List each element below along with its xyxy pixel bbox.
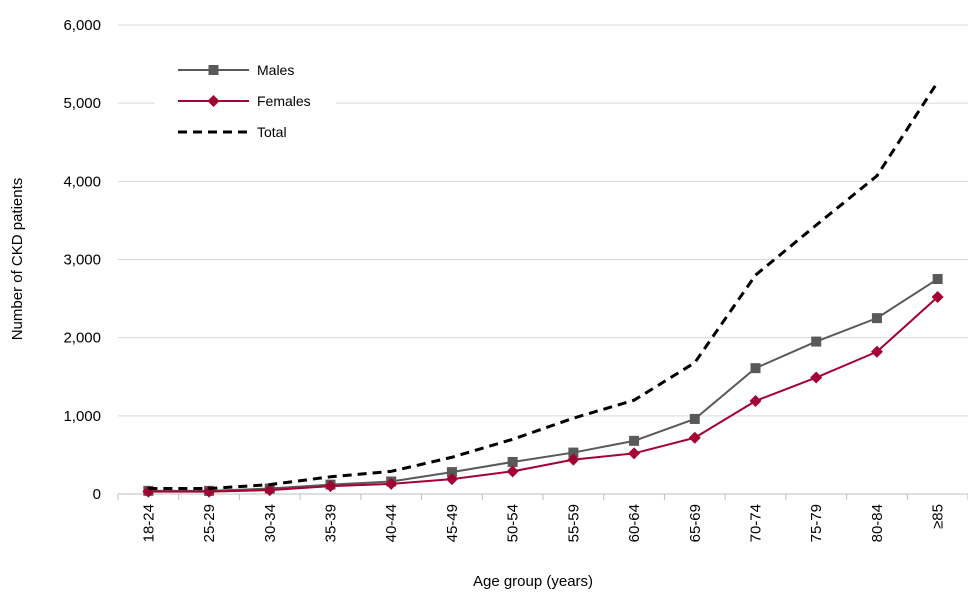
data-point-females bbox=[385, 477, 398, 490]
data-point-males bbox=[750, 363, 761, 374]
x-tick-label: 50-54 bbox=[505, 504, 522, 542]
legend-item-females: Females bbox=[178, 93, 311, 109]
x-tick-label: 80-84 bbox=[869, 504, 886, 542]
data-point-females bbox=[506, 465, 519, 478]
data-point-females bbox=[931, 291, 944, 304]
legend-label: Total bbox=[257, 124, 287, 140]
data-point-females bbox=[810, 371, 823, 384]
data-point-females bbox=[749, 394, 762, 407]
legend-item-males: Males bbox=[178, 62, 294, 78]
data-point-females bbox=[263, 484, 276, 497]
x-tick-label: 35-39 bbox=[323, 504, 340, 542]
y-tick-label: 1,000 bbox=[63, 408, 101, 425]
y-tick-label: 2,000 bbox=[63, 330, 101, 347]
data-point-males bbox=[507, 456, 518, 467]
legend-marker bbox=[208, 65, 219, 75]
x-tick-label: 70-74 bbox=[748, 504, 765, 542]
x-axis-title: Age group (years) bbox=[473, 573, 593, 590]
series-line-females bbox=[148, 296, 939, 493]
data-point-females bbox=[445, 473, 458, 486]
data-point-females bbox=[567, 453, 580, 466]
x-tick-label: 18-24 bbox=[140, 504, 157, 542]
axes: 0 1,000 2,000 3,000 4,000 5,000 6,000 18-24 25-2… bbox=[63, 17, 968, 542]
x-tick-label: 65-69 bbox=[687, 504, 704, 542]
y-axis-title: Number of CKD patients bbox=[9, 178, 26, 341]
x-tick-label: 40-44 bbox=[383, 504, 400, 542]
data-point-females bbox=[870, 345, 883, 358]
series-total bbox=[148, 81, 939, 491]
legend-item-total: Total bbox=[178, 124, 287, 140]
y-tick-label: 3,000 bbox=[63, 252, 101, 269]
series-line-males bbox=[148, 278, 939, 492]
legend-label: Males bbox=[257, 62, 294, 78]
data-point-males bbox=[446, 467, 457, 478]
series-females bbox=[142, 291, 944, 498]
x-tick-label: 60-64 bbox=[626, 504, 643, 542]
legend-label: Females bbox=[257, 93, 311, 109]
data-point-females bbox=[628, 447, 641, 460]
data-point-males bbox=[568, 447, 579, 458]
series-line-total bbox=[148, 81, 939, 491]
data-point-males bbox=[629, 435, 640, 446]
data-point-males bbox=[811, 336, 822, 347]
x-tick-label: ≥85 bbox=[930, 504, 947, 529]
legend-marker bbox=[207, 95, 220, 107]
series-males bbox=[143, 274, 943, 496]
data-point-females bbox=[324, 480, 337, 493]
x-tick-label: 55-59 bbox=[565, 504, 582, 542]
y-tick-label: 4,000 bbox=[63, 173, 101, 190]
y-tick-label: 5,000 bbox=[63, 95, 101, 112]
x-tick-label: 45-49 bbox=[444, 504, 461, 542]
y-tick-label: 0 bbox=[93, 486, 101, 503]
y-tick-label: 6,000 bbox=[63, 17, 101, 34]
x-tick-label: 75-79 bbox=[808, 504, 825, 542]
data-point-females bbox=[688, 431, 701, 444]
data-point-males bbox=[871, 313, 882, 324]
x-tick-label: 25-29 bbox=[201, 504, 218, 542]
data-point-males bbox=[932, 274, 943, 285]
data-point-males bbox=[689, 413, 700, 424]
legend: Males Females Total bbox=[155, 48, 336, 149]
x-tick-label: 30-34 bbox=[262, 504, 279, 542]
series-lines bbox=[142, 81, 944, 498]
